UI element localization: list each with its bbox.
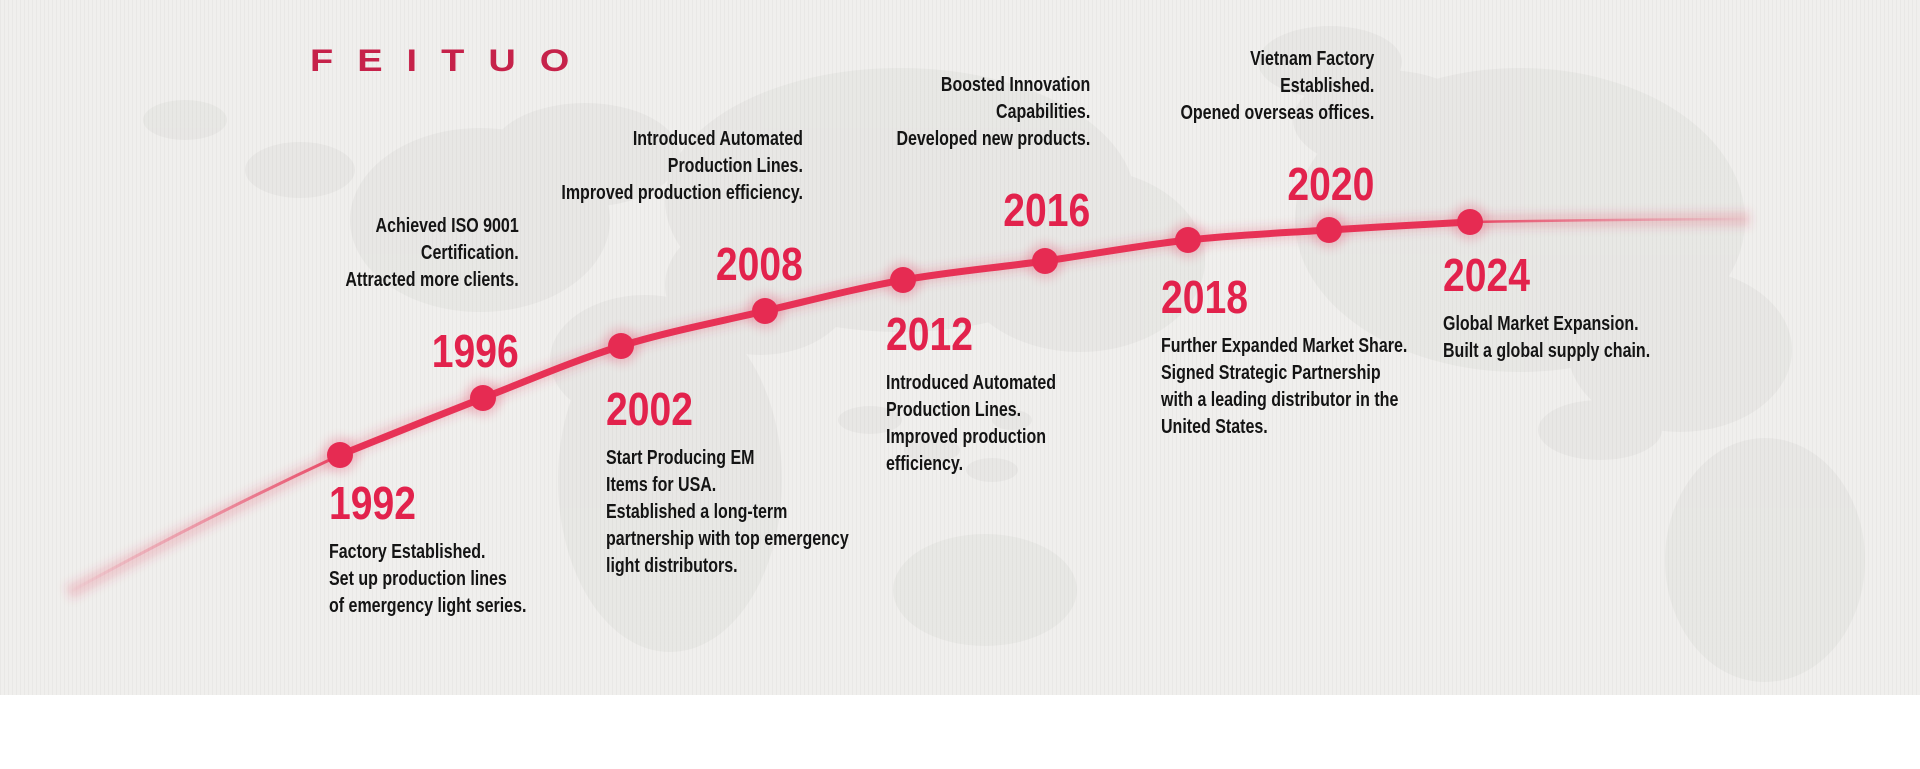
milestone-2012: 2012 Introduced Automated Production Lines… — [886, 308, 1099, 478]
milestone-2016: Boosted Innovation Capabilities. Developed… — [848, 72, 1090, 236]
milestone-year-2016: 2016 — [1003, 184, 1090, 236]
milestone-year-1996: 1996 — [432, 325, 519, 377]
milestone-2008: Introduced Automated Production Lines. Imp… — [501, 126, 803, 290]
milestone-year-1992: 1992 — [329, 477, 416, 529]
milestone-description-1992: Factory Established. Set up production li… — [329, 541, 527, 617]
milestone-description-2012: Introduced Automated Production Lines. Imp… — [886, 372, 1057, 475]
milestone-2018: 2018 Further Expanded Market Share. Signed… — [1161, 271, 1469, 441]
bottom-white-strip — [0, 695, 1920, 769]
milestone-description-2002: Start Producing EM Items for USA. Establis… — [606, 447, 849, 577]
milestone-description-2008: Introduced Automated Production Lines. Imp… — [561, 128, 803, 204]
milestone-1996: Achieved ISO 9001 Certification. Attracted… — [302, 213, 519, 377]
milestone-description-2018: Further Expanded Market Share. Signed Str… — [1161, 335, 1408, 438]
milestone-year-2008: 2008 — [716, 238, 803, 290]
milestone-description-2016: Boosted Innovation Capabilities. Developed… — [896, 74, 1090, 150]
milestone-year-2018: 2018 — [1161, 271, 1248, 323]
milestone-2002: 2002 Start Producing EM Items for USA. Esta… — [606, 383, 909, 580]
milestone-2020: Vietnam Factory Established. Opened overse… — [1132, 46, 1374, 210]
milestone-year-2024: 2024 — [1443, 249, 1530, 301]
milestone-description-2020: Vietnam Factory Established. Opened overse… — [1180, 48, 1374, 124]
milestone-description-2024: Global Market Expansion. Built a global s… — [1443, 313, 1651, 362]
milestone-2024: 2024 Global Market Expansion. Built a glob… — [1443, 249, 1702, 365]
milestone-year-2002: 2002 — [606, 383, 693, 435]
milestone-1992: 1992 Factory Established. Set up productio… — [329, 477, 576, 620]
company-logo: FEITUO — [310, 44, 594, 79]
milestone-year-2012: 2012 — [886, 308, 973, 360]
milestone-year-2020: 2020 — [1287, 158, 1374, 210]
milestone-description-1996: Achieved ISO 9001 Certification. Attracted… — [345, 215, 519, 291]
